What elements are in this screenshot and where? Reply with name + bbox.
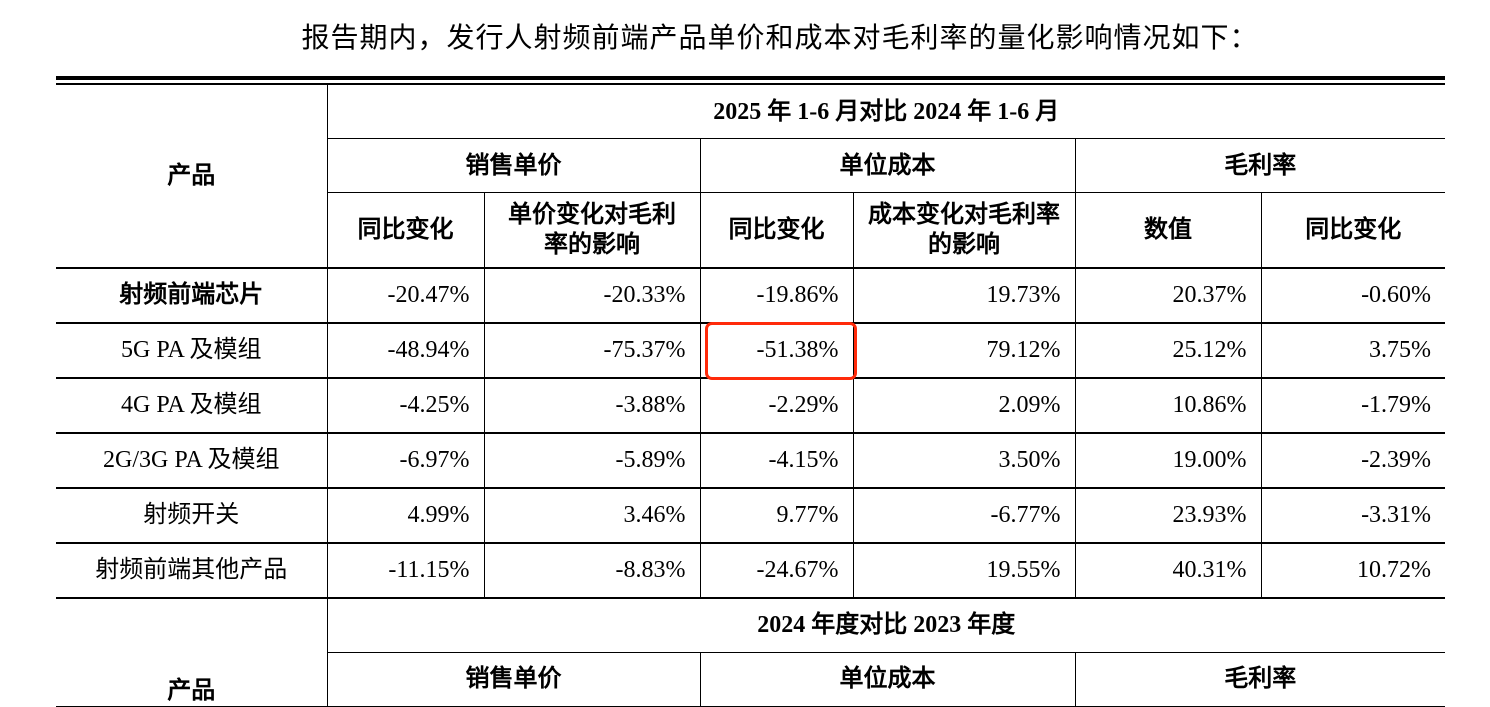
- value-cell: -3.88%: [483, 376, 701, 434]
- value-cell: -2.39%: [1260, 431, 1446, 489]
- period2-header-row: 产品 2024 年度对比 2023 年度: [56, 596, 1446, 707]
- value-cell: 2.09%: [852, 376, 1076, 434]
- subheader-row: 同比变化 单价变化对毛利率的影响 同比变化 成本变化对毛利率的影响 数值 同比变…: [56, 192, 1446, 268]
- value-cell: -6.97%: [326, 431, 485, 489]
- group2-header-price: 销售单价: [327, 651, 701, 707]
- product-name: 射频开关: [56, 486, 328, 544]
- group2-header-row: 销售单价 单位成本 毛利率: [56, 651, 1446, 707]
- value-cell: 79.12%: [852, 321, 1076, 379]
- value-cell: 3.50%: [852, 431, 1076, 489]
- value-cell: -48.94%: [326, 321, 485, 379]
- value-cell: -2.29%: [699, 376, 854, 434]
- table-top-rule: [56, 76, 1445, 80]
- price-cost-impact-table: 产品 2025 年 1-6 月对比 2024 年 1-6 月 销售单价 单位成本…: [56, 84, 1446, 707]
- value-cell: -4.15%: [699, 431, 854, 489]
- table-row: 5G PA 及模组 -48.94% -75.37% -51.38% 79.12% 25.1…: [56, 321, 1446, 379]
- value-cell: 10.72%: [1260, 541, 1446, 599]
- product-name: 射频前端芯片: [56, 266, 328, 324]
- table-row: 射频前端其他产品 -11.15% -8.83% -24.67% 19.55% 40.31%…: [56, 541, 1446, 599]
- group2-header-margin: 毛利率: [1074, 651, 1446, 707]
- value-cell: -75.37%: [483, 321, 701, 379]
- group2-header-cost: 单位成本: [699, 651, 1076, 707]
- product-header: 产品: [56, 84, 328, 268]
- value-cell: 10.86%: [1074, 376, 1262, 434]
- group-header-price: 销售单价: [327, 138, 701, 193]
- table-row: 射频开关 4.99% 3.46% 9.77% -6.77% 23.93% -3.31%: [56, 486, 1446, 544]
- subheader: 成本变化对毛利率的影响: [852, 192, 1076, 268]
- value-cell: -6.77%: [852, 486, 1076, 544]
- product-name: 4G PA 及模组: [56, 376, 328, 434]
- period-header-row: 产品 2025 年 1-6 月对比 2024 年 1-6 月: [56, 84, 1446, 268]
- table-row: 4G PA 及模组 -4.25% -3.88% -2.29% 2.09% 10.86% -1…: [56, 376, 1446, 434]
- value-cell: -24.67%: [699, 541, 854, 599]
- value-cell: 4.99%: [326, 486, 485, 544]
- value-cell: -20.33%: [483, 266, 701, 324]
- group-header-cost: 单位成本: [699, 138, 1076, 193]
- period2-header: 2024 年度对比 2023 年度: [326, 596, 1446, 653]
- value-cell: 3.46%: [483, 486, 701, 544]
- value-cell: 25.12%: [1074, 321, 1262, 379]
- subheader: 数值: [1074, 192, 1262, 268]
- product-header-2: 产品: [56, 596, 328, 707]
- intro-text: 报告期内，发行人射频前端产品单价和成本对毛利率的量化影响情况如下：: [301, 23, 1259, 54]
- group-header-margin: 毛利率: [1074, 138, 1446, 193]
- highlight-box: [705, 322, 857, 380]
- value-cell: 19.55%: [852, 541, 1076, 599]
- value-cell: -11.15%: [326, 541, 485, 599]
- table-row: 2G/3G PA 及模组 -6.97% -5.89% -4.15% 3.50% 19.00…: [56, 431, 1446, 489]
- subheader: 同比变化: [1260, 192, 1446, 268]
- value-cell: 19.73%: [852, 266, 1076, 324]
- value-cell: -19.86%: [699, 266, 854, 324]
- value-cell: 9.77%: [699, 486, 854, 544]
- value-cell: -20.47%: [326, 266, 485, 324]
- product-name: 射频前端其他产品: [56, 541, 328, 599]
- value-cell: 40.31%: [1074, 541, 1262, 599]
- period-header: 2025 年 1-6 月对比 2024 年 1-6 月: [326, 84, 1446, 139]
- product-name: 5G PA 及模组: [56, 321, 328, 379]
- value-cell: -0.60%: [1260, 266, 1446, 324]
- value-cell: -51.38%: [699, 321, 854, 379]
- subheader: 同比变化: [699, 192, 854, 268]
- value-cell: -4.25%: [326, 376, 485, 434]
- value-cell: 20.37%: [1074, 266, 1262, 324]
- subheader: 单价变化对毛利率的影响: [483, 192, 701, 268]
- value-cell: -1.79%: [1260, 376, 1446, 434]
- value-cell: -5.89%: [483, 431, 701, 489]
- value-cell: -3.31%: [1260, 486, 1446, 544]
- value-cell: -8.83%: [483, 541, 701, 599]
- subheader: 同比变化: [327, 192, 485, 268]
- group-header-row: 销售单价 单位成本 毛利率: [56, 138, 1446, 193]
- value-cell: 3.75%: [1260, 321, 1446, 379]
- product-name: 2G/3G PA 及模组: [56, 431, 328, 489]
- table-row: 射频前端芯片 -20.47% -20.33% -19.86% 19.73% 20.37% -…: [56, 266, 1446, 324]
- value-cell: 19.00%: [1074, 431, 1262, 489]
- value-cell: 23.93%: [1074, 486, 1262, 544]
- table-top-rule-thin: [56, 83, 1445, 84]
